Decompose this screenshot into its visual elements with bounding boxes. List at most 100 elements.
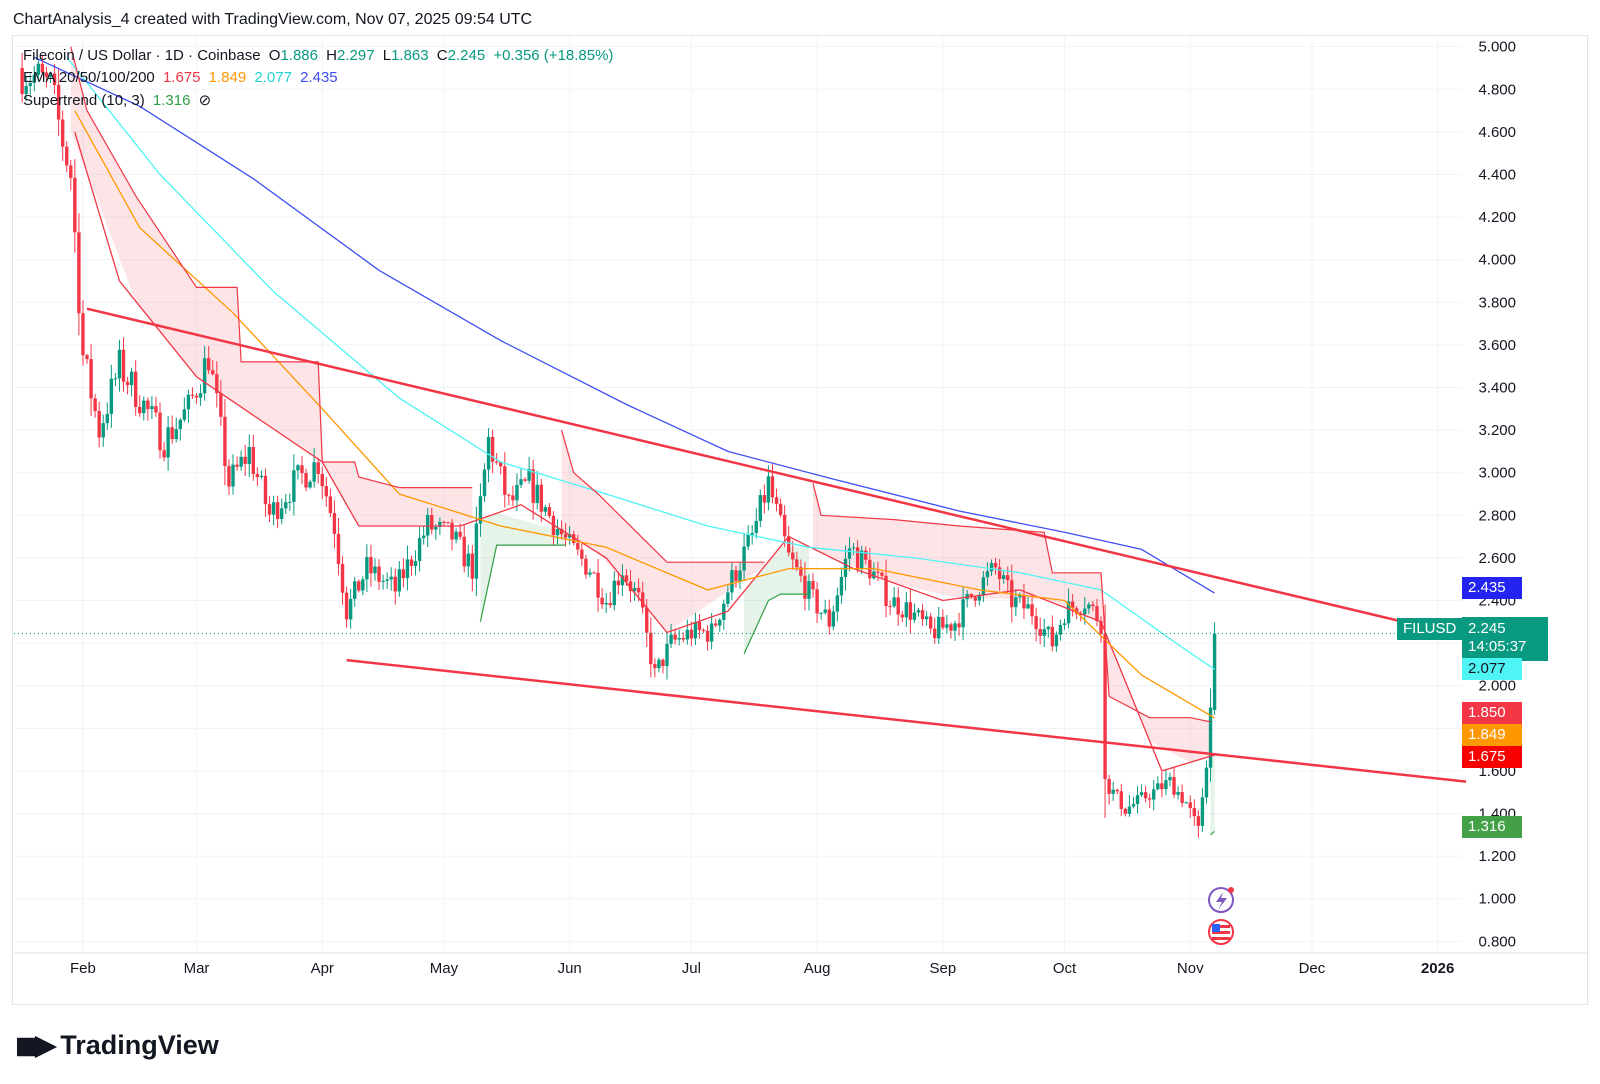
candle-body [1074, 608, 1079, 615]
candle-body [855, 547, 860, 569]
candle-body [941, 616, 945, 628]
candle-body [592, 572, 596, 574]
candle-body [815, 589, 819, 614]
candle-body [421, 535, 426, 539]
candle-body [616, 580, 621, 586]
candle-body [243, 456, 247, 464]
candle-body [503, 466, 507, 495]
candle-body [284, 502, 288, 509]
candle-body [300, 465, 304, 474]
candle-body [1062, 623, 1067, 626]
candle-body [409, 559, 414, 567]
candle-body [669, 634, 673, 644]
candle-body [1026, 604, 1030, 609]
candle-body [547, 507, 552, 516]
supertrend-band [744, 546, 809, 654]
candle-body [450, 522, 454, 540]
candle-body [292, 470, 296, 502]
candle-body [223, 416, 227, 467]
candle-body [288, 501, 292, 503]
candle-body [385, 579, 389, 581]
x-tick-label: May [430, 960, 459, 977]
candle-body [665, 643, 669, 666]
chart-caption: ChartAnalysis_4 created with TradingView… [13, 11, 533, 28]
candle-body [705, 630, 710, 642]
candle-body [916, 610, 921, 613]
candle-body [1115, 789, 1119, 792]
ema20-value: 1.675 [162, 69, 201, 86]
candle-body [332, 513, 337, 534]
open-label: O [268, 47, 281, 64]
candle-body [1030, 604, 1034, 617]
candle-body [336, 533, 341, 565]
candle-body [482, 469, 487, 497]
candle-body [531, 469, 535, 503]
candle-body [170, 427, 174, 440]
candle-body [190, 394, 195, 396]
candle-body [872, 571, 876, 579]
candle-body [393, 576, 397, 592]
candle-body [357, 581, 361, 591]
candle-body [1143, 792, 1148, 799]
candle-body [791, 552, 795, 560]
candle-body [215, 374, 219, 394]
candle-body [1095, 606, 1099, 622]
tradingview-logo-icon: ◼▶ [15, 1030, 56, 1060]
high-label: H [326, 47, 337, 64]
candle-body [397, 569, 402, 592]
candle-body [458, 531, 462, 537]
candle-body [434, 526, 438, 530]
candle-body [519, 479, 523, 485]
candle-body [673, 634, 677, 640]
candle-body [778, 503, 783, 515]
candle-body [81, 313, 85, 356]
candle-body [1038, 629, 1042, 636]
candle-body [823, 609, 827, 613]
last-price-badge: 2.245 14:05:37 [1462, 617, 1548, 661]
candle-body [827, 609, 831, 627]
candle-body [348, 598, 353, 620]
candle-body [543, 507, 548, 512]
candle-body [65, 146, 69, 166]
candle-body [1204, 767, 1209, 798]
candle-body [1156, 783, 1160, 790]
y-tick-label: 3.400 [1478, 379, 1516, 396]
candle-body [880, 572, 884, 576]
candle-body [807, 581, 811, 599]
axes: 5.000 4.800 4.600 4.400 4.200 4.000 3.800 3.600… [14, 39, 1588, 977]
legend-ema[interactable]: EMA 20/50/100/200 1.675 1.849 2.077 2.43… [23, 69, 342, 86]
candle-body [142, 400, 146, 414]
candle-body [742, 546, 746, 571]
candle-body [596, 572, 600, 598]
hidden-eye-icon[interactable]: ⊘ [198, 92, 212, 109]
chart-frame[interactable] [12, 35, 1588, 1005]
candle-body [186, 394, 191, 410]
candle-body [600, 597, 604, 605]
y-tick-label: 4.600 [1478, 124, 1516, 141]
candle-body [105, 413, 109, 424]
candle-body [912, 612, 917, 620]
candle-body [920, 610, 925, 620]
candle-body [24, 86, 28, 95]
candle-body [762, 495, 767, 503]
legend-supertrend[interactable]: Supertrend (10, 3) 1.316 ⊘ [23, 91, 215, 109]
candle-body [1070, 601, 1075, 609]
tradingview-logo[interactable]: ◼▶ TradingView [15, 1030, 219, 1061]
candle-body [1083, 608, 1087, 615]
flash-event-icon[interactable] [1208, 887, 1234, 913]
candle-body [969, 593, 973, 598]
y-tick-label: 2.600 [1478, 550, 1516, 567]
candle-body [937, 616, 941, 639]
candle-body [900, 614, 904, 618]
candle-body [296, 465, 300, 471]
candle-body [324, 486, 329, 497]
candle-body [888, 606, 892, 608]
candle-body [973, 597, 977, 601]
brand-name: TradingView [60, 1030, 219, 1060]
candle-body [1123, 808, 1128, 814]
supertrend-lines [70, 46, 1215, 836]
us-flag-event-icon[interactable] [1208, 919, 1234, 945]
y-tick-label: 1.000 [1478, 891, 1516, 908]
supertrend-band [70, 46, 473, 526]
